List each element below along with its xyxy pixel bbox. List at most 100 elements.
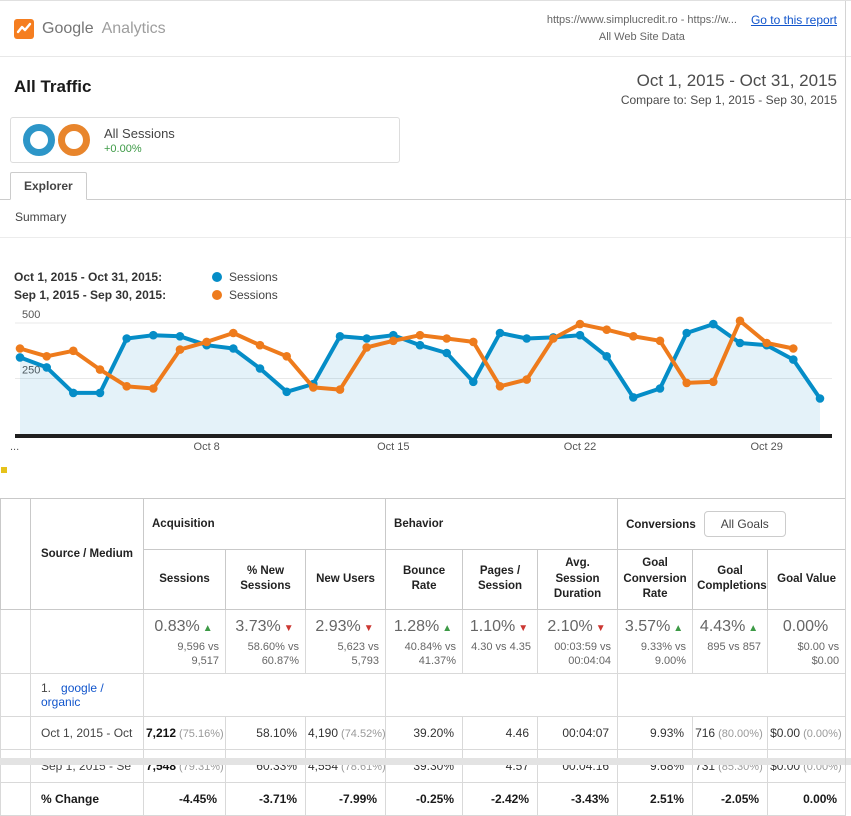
summary-metric-cell: 0.00% $0.00 vs $0.00 [767,608,847,675]
summary-dimension-cell [30,608,144,675]
summary-metric-cell: 1.10% ▼ 4.30 vs 4.35 [462,608,539,675]
data-point [335,332,345,341]
x-axis-label: Oct 8 [194,441,220,453]
column-header-sessions[interactable]: Sessions [143,549,226,610]
metric-cell: 4,190 (74.52%) [304,716,387,751]
data-point [229,328,238,338]
data-point [442,348,452,358]
x-axis-label: ... [10,441,19,453]
summary-metric-delta: 3.57% ▲ [622,618,686,636]
summary-metric-delta: 3.73% ▼ [230,618,299,636]
data-point [629,332,638,341]
metric-cell: -3.71% [225,782,306,816]
column-header-bounce-rate[interactable]: Bounce Rate [385,549,464,610]
metric-cell: 00:04:07 [537,716,619,751]
metric-cell: 716 (80.00%) [692,716,769,751]
column-header--new-sessions[interactable]: % New Sessions [225,549,306,610]
data-point [255,364,265,373]
checkbox-cell [0,608,31,675]
metric-value: 9.93% [650,726,685,741]
legend-date-previous: Sep 1, 2015 - Sep 30, 2015: [14,288,167,302]
clipped-icon [1,467,7,473]
data-point [655,384,665,393]
metric-percent-of-total: (0.00%) [803,728,842,741]
data-point [95,388,105,398]
summary-metric-value: 4.43% [699,617,746,635]
data-point [655,336,665,346]
legend-series-current[interactable]: Sessions [229,270,278,284]
series-area-fill [20,324,820,434]
column-header-goal-value[interactable]: Goal Value [767,549,847,610]
data-point [149,330,158,340]
data-point [735,316,745,326]
metric-cell: 7,548 (79.31%) [143,749,226,784]
legend-dot-previous-icon [212,290,222,300]
column-header-avg-session-duration[interactable]: Avg. Session Duration [537,549,619,610]
summary-metric-cell: 3.73% ▼ 58.60% vs 60.87% [225,608,306,675]
data-point [629,393,638,402]
column-header-goal-completions[interactable]: Goal Completions [692,549,769,610]
data-point [69,346,78,356]
data-point [95,365,105,374]
trend-down-icon: ▼ [363,622,374,634]
data-point [282,387,292,397]
column-header-source-medium[interactable]: Source / Medium [30,498,144,610]
percent-change-row: % Change -4.45% -3.71% -7.99% -0.25% -2.42% -3… [0,782,847,816]
group-header-conversions: Conversions All Goals [617,498,847,550]
legend-series-previous[interactable]: Sessions [229,288,278,302]
row-index: 1. [41,681,52,696]
data-point [789,344,798,353]
subrow-label: Oct 1, 2015 - Oct [30,716,144,751]
data-point [415,330,425,340]
summary-metric-comparison: $0.00 vs $0.00 [797,640,840,668]
date-range[interactable]: Oct 1, 2015 - Oct 31, 2015 [636,71,837,90]
summary-metric-value: 0.83% [154,617,200,635]
metric-cell: -7.99% [304,782,387,816]
metric-cell: -3.43% [537,782,619,816]
trend-down-icon: ▼ [595,622,606,634]
data-point [469,337,478,347]
data-point [495,382,505,391]
source-medium-link[interactable]: google / organic [41,681,104,710]
tab-bar: Explorer [0,172,851,200]
metric-cell: 731 (85.30%) [692,749,769,784]
summary-metric-comparison: 9.33% vs 9.00% [640,640,687,668]
dimension-cell: 1. google / organic [30,673,144,718]
column-header-pages-session[interactable]: Pages / Session [462,549,539,610]
metric-value: -2.05% [721,792,760,807]
trend-down-icon: ▼ [518,622,529,634]
column-header-goal-conversion-rate[interactable]: Goal Conversion Rate [617,549,694,610]
summary-metric-comparison: 9,596 vs 9,517 [177,640,219,668]
source-medium-table: Source / Medium Acquisition Behavior Conver… [0,498,847,816]
metric-value: -3.43% [571,792,610,807]
summary-metric-cell: 2.10% ▼ 00:03:59 vs 00:04:04 [537,608,619,675]
checkbox-cell[interactable] [0,673,31,718]
logo-product-text: Analytics [101,19,166,37]
tab-explorer[interactable]: Explorer [10,172,87,200]
summary-metric-value: 0.00% [782,617,829,635]
all-sessions-segment-card[interactable]: All Sessions +0.00% [10,117,400,163]
column-header-new-users[interactable]: New Users [304,549,387,610]
metric-value: 7,212 [146,726,177,741]
summary-metric-delta: 2.93% ▼ [310,618,379,636]
data-point [575,330,585,340]
metric-cell: 4,554 (78.61%) [304,749,387,784]
subtab-summary[interactable]: Summary [15,210,67,224]
summary-metric-value: 3.57% [624,617,671,635]
data-point [15,344,25,353]
data-point [415,340,425,350]
metric-cell: -2.05% [692,782,769,816]
summary-metric-delta: 1.10% ▼ [467,618,531,636]
subrow-label: % Change [30,782,144,816]
summary-metric-value: 1.28% [393,617,440,635]
window-right-edge [845,1,846,766]
segment-delta: +0.00% [104,142,142,155]
metric-value: $0.00 [770,726,801,741]
metric-cell: 39.30% [385,749,464,784]
top-header-bar: Google Analytics https://www.simplucredi… [0,1,851,57]
metric-value: -3.71% [258,792,297,807]
metric-value: 58.10% [256,726,297,741]
trend-up-icon: ▲ [202,622,213,634]
all-goals-selector[interactable]: All Goals [703,511,786,537]
go-to-report-link[interactable]: Go to this report [750,13,837,27]
